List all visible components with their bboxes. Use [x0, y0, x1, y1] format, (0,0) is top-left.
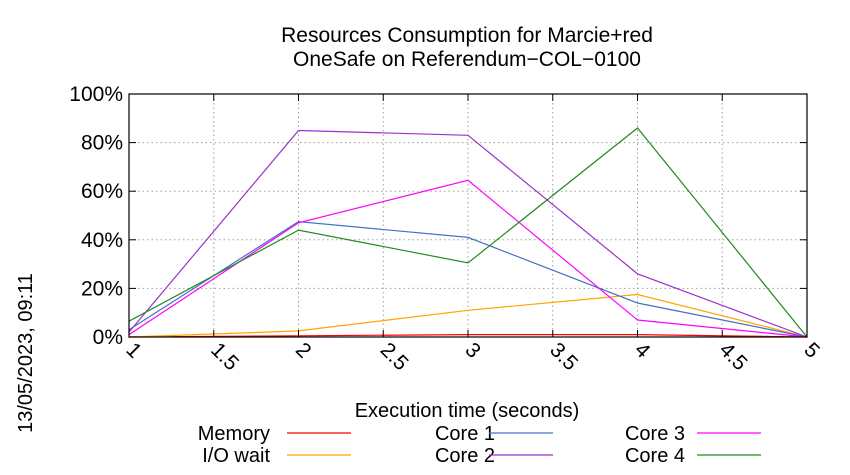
timestamp-label: 13/05/2023, 09:11 — [15, 273, 37, 433]
axis-ticks: 0% 20% 40% 60% 80% 100% 1 1.5 2 2.5 3 3.5 4 4.5 5 — [69, 83, 824, 375]
y-tick-label: 60% — [81, 180, 123, 203]
legend-label-core-3: Core 3 — [625, 423, 685, 445]
legend-label-core-2: Core 2 — [435, 445, 495, 467]
y-tick-label: 100% — [69, 83, 123, 106]
chart-title-line-2: OneSafe on Referendum−COL−0100 — [293, 48, 641, 71]
x-tick-label: 3 — [460, 338, 485, 363]
x-axis-title: Execution time (seconds) — [355, 400, 580, 422]
x-tick-label: 2 — [291, 338, 316, 363]
legend-label-core-1: Core 1 — [435, 423, 495, 445]
y-tick-label: 20% — [81, 277, 123, 300]
y-tick-label: 0% — [93, 326, 123, 349]
grid — [129, 94, 807, 337]
x-tick-label: 4 — [630, 338, 655, 363]
series-line-core-2 — [128, 129, 808, 338]
legend-label-i-o-wait: I/O wait — [202, 445, 270, 467]
x-tick-label: 3.5 — [545, 338, 582, 375]
chart-title-line-1: Resources Consumption for Marcie+red — [281, 24, 653, 47]
series-line-core-4 — [128, 127, 808, 338]
y-tick-label: 40% — [81, 229, 123, 252]
x-tick-label: 4.5 — [715, 338, 752, 375]
series-line-core-3 — [128, 179, 808, 338]
x-tick-label: 5 — [799, 338, 824, 363]
legend-label-core-4: Core 4 — [625, 445, 685, 467]
x-tick-label: 1 — [121, 338, 146, 363]
y-tick-label: 80% — [81, 132, 123, 155]
series-line-core-1 — [128, 220, 808, 338]
legend-label-memory: Memory — [198, 423, 270, 445]
x-tick-label: 1.5 — [206, 338, 243, 375]
series-line-i-o-wait — [128, 293, 808, 338]
x-tick-label: 2.5 — [376, 338, 413, 375]
